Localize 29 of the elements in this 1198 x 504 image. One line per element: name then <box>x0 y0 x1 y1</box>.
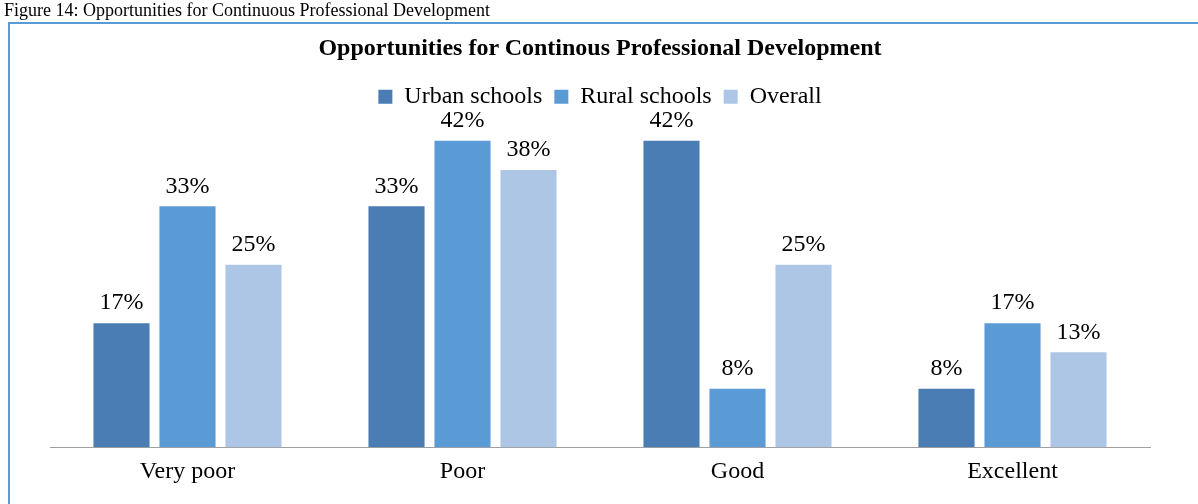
bar <box>159 206 216 448</box>
x-tick-label: Very poor <box>139 456 236 483</box>
data-label: 33% <box>165 171 210 198</box>
bar <box>500 169 557 448</box>
caption: Figure 14: Opportunities for Continuous Professional Development <box>3 0 491 20</box>
bar <box>709 388 766 448</box>
legend-label: Overall <box>749 82 822 109</box>
bar <box>643 140 700 448</box>
bar <box>918 388 975 448</box>
bar <box>93 323 150 448</box>
bar <box>1050 352 1107 448</box>
data-label: 33% <box>374 171 419 198</box>
data-label: 17% <box>99 288 144 315</box>
data-label: 25% <box>231 230 276 257</box>
bar <box>775 264 832 448</box>
bar <box>368 206 425 448</box>
data-label: 8% <box>721 354 754 381</box>
x-tick-label: Poor <box>439 456 486 483</box>
data-label: 25% <box>781 230 826 257</box>
bar <box>984 323 1041 448</box>
x-tick-label: Good <box>710 456 765 483</box>
data-label: 8% <box>930 354 963 381</box>
chart-title: Opportunities for Continous Professional Development <box>318 33 882 60</box>
data-label: 38% <box>506 135 551 162</box>
data-label: 13% <box>1056 317 1101 344</box>
bar <box>225 264 282 448</box>
data-label: 17% <box>990 288 1035 315</box>
x-tick-label: Excellent <box>967 456 1059 483</box>
bar <box>434 140 491 448</box>
